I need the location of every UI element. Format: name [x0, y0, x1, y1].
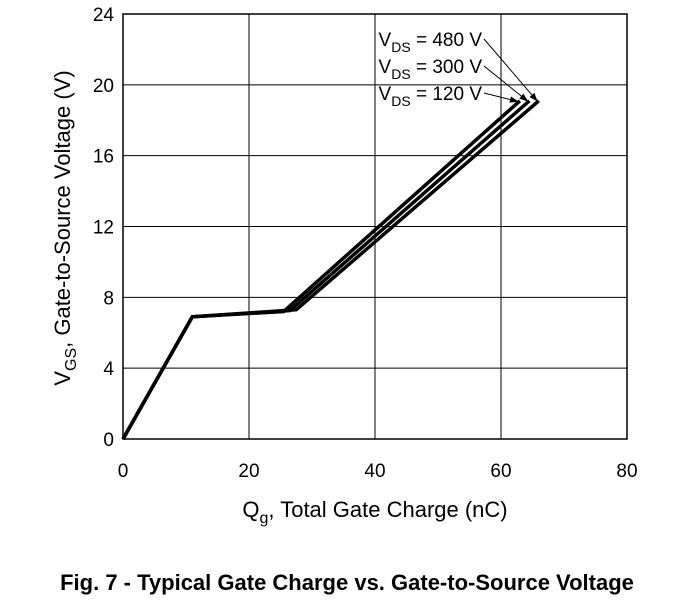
legend-label-main: V: [379, 57, 392, 78]
y-tick-label-3: 12: [93, 218, 114, 239]
y-tick-label-4: 16: [93, 147, 114, 168]
series-line-120-v: [121, 99, 522, 440]
legend-leader-0: [483, 38, 539, 103]
legend-label-1: VDS = 300 V: [379, 57, 483, 82]
legend-arrowhead-2: [509, 96, 519, 103]
grid: [123, 14, 627, 439]
x-axis-title-rest: , Total Gate Charge (nC): [268, 497, 507, 522]
legend-arrowhead-1: [519, 93, 529, 102]
y-tick-label-0: 0: [103, 430, 114, 451]
legend-label-rest: = 120 V: [411, 84, 483, 105]
y-tick-label-1: 4: [103, 359, 114, 380]
y-tick-label-6: 24: [93, 5, 115, 26]
plot-frame: [122, 13, 628, 440]
legend-label-rest: = 480 V: [411, 30, 483, 51]
y-tick-label-2: 8: [103, 288, 114, 309]
legend-label-rest: = 300 V: [411, 57, 483, 78]
x-tick-label-0: 0: [118, 461, 129, 482]
y-axis-title-main: V: [50, 371, 75, 386]
legend-label-sub: DS: [391, 66, 410, 82]
y-axis-title-rest: , Gate-to-Source Voltage (V): [50, 70, 75, 348]
legend-arrows: [483, 38, 539, 103]
y-tick-labels: 0 4 8 12 16 20 24: [93, 5, 115, 451]
x-axis-title-main: Q: [242, 497, 259, 522]
y-tick-label-5: 20: [93, 76, 114, 97]
x-axis-title: Qg, Total Gate Charge (nC): [242, 497, 507, 527]
legend-label-main: V: [379, 84, 392, 105]
legend-label-sub: DS: [391, 39, 410, 55]
figure-caption: Fig. 7 - Typical Gate Charge vs. Gate-to…: [60, 570, 634, 595]
x-axis-title-sub: g: [259, 510, 268, 527]
x-tick-labels: 0 20 40 60 80: [118, 461, 638, 482]
series-line-300-v: [121, 99, 531, 440]
legend-label-sub: DS: [391, 93, 410, 109]
legend-label-main: V: [379, 30, 392, 51]
legend-label-0: VDS = 480 V: [379, 30, 483, 55]
legend-label-2: VDS = 120 V: [379, 84, 483, 109]
series-lines: [121, 99, 540, 440]
x-tick-label-4: 80: [616, 461, 637, 482]
x-tick-label-3: 60: [490, 461, 511, 482]
legend-arrowhead-0: [529, 92, 538, 102]
y-axis-title-sub: GS: [63, 348, 80, 371]
legend-leader-1: [483, 65, 529, 103]
y-axis-title: VGS, Gate-to-Source Voltage (V): [50, 70, 80, 385]
x-tick-label-2: 40: [364, 461, 385, 482]
x-tick-label-1: 20: [238, 461, 259, 482]
